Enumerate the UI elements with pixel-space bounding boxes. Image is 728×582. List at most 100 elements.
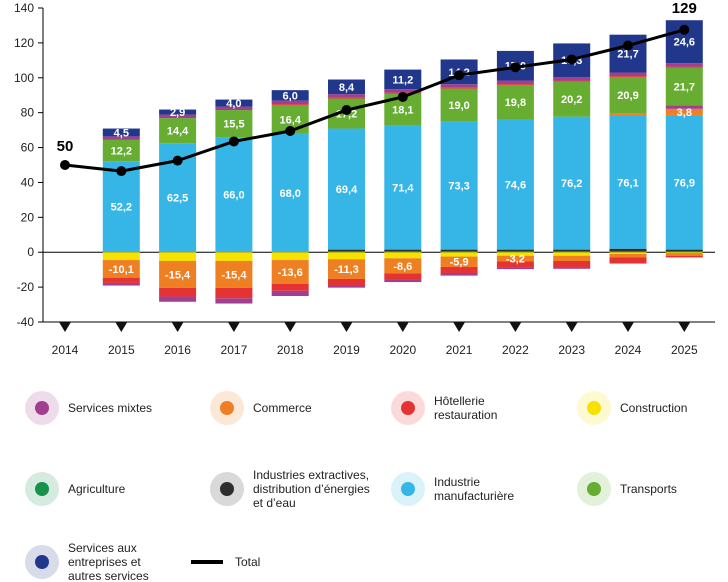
y-tick-label: 60 (21, 141, 35, 155)
bar-segment-transports (102, 139, 140, 162)
bar-segment-mixtes (665, 105, 703, 109)
bar-label-transports: 18,1 (392, 104, 413, 116)
bar-segment-extractives (440, 249, 478, 252)
bar-segment-neg-construction (609, 252, 647, 254)
bar-segment-manufacturing (215, 137, 253, 253)
bar-segment-services (102, 128, 140, 137)
bar-segment-manufacturing (609, 115, 647, 249)
legend-label: restauration (434, 408, 497, 422)
legend-label: manufacturière (434, 489, 514, 503)
total-point (116, 166, 127, 177)
bar-label-manufacturing: 52,2 (111, 202, 132, 214)
bar-segment-neg-commerce (328, 259, 365, 279)
legend-item-construction: Construction (577, 391, 687, 425)
bar-label-manufacturing: 76,1 (617, 177, 638, 189)
bar-segment-neg-mixtes (159, 296, 197, 302)
bar-segment-neg-hotels (102, 277, 140, 283)
bar-segment-transports (440, 88, 478, 122)
bar-label-services: 8,4 (339, 82, 355, 94)
bar-segment-extractives (609, 248, 647, 252)
bar-segment-agriculture (665, 251, 703, 253)
legend-item-extractives: Industries extractives,distribution d’én… (210, 468, 370, 510)
x-tick-label: 2014 (52, 343, 79, 357)
bar-segment-hotels (496, 84, 534, 85)
bar-label-neg-commerce: -15,4 (221, 269, 247, 281)
bar-segment-neg-hotels (384, 273, 422, 280)
legend-label: et d’eau (253, 496, 296, 510)
legend-swatch-dot (587, 482, 601, 496)
bar-segment-neg-mixtes (553, 267, 591, 269)
x-tick-label: 2018 (277, 343, 304, 357)
bar-segment-agriculture (609, 251, 647, 253)
bar-segment-neg-construction (102, 252, 140, 261)
total-point (679, 24, 690, 35)
bar-segment-neg-hotels (328, 278, 365, 286)
x-tick-label: 2023 (558, 343, 585, 357)
x-tick-marker (227, 322, 240, 332)
y-tick-label: -20 (17, 280, 35, 294)
bar-segment-neg-construction (440, 252, 478, 257)
legend-label: Total (235, 555, 260, 569)
bar-segment-neg-hotels (665, 255, 703, 258)
bar-segment-neg-construction (271, 252, 309, 261)
bar-labels-layer: 52,2 12,2 4,5 -10,1 62,5 14,4 2,9 -15,4 66,0 15,5… (109, 37, 695, 282)
x-tick-label: 2017 (221, 343, 248, 357)
y-tick-label: 40 (21, 175, 35, 189)
bar-label-manufacturing: 68,0 (279, 188, 300, 200)
legend-swatch-dot (220, 401, 234, 415)
legend-label: Industries extractives, (253, 468, 369, 482)
total-point (510, 62, 521, 73)
bar-segment-neg-commerce (553, 255, 591, 261)
legend-label: Agriculture (68, 482, 126, 496)
bar-label-transports: 12,2 (111, 146, 132, 158)
bar-segment-neg-hotels (271, 283, 309, 291)
x-tick-marker (453, 322, 466, 332)
bar-segment-hotels (440, 87, 478, 89)
bar-segment-extractives (384, 249, 422, 252)
x-tick-marker (59, 322, 71, 332)
bar-label-manufacturing: 74,6 (505, 180, 526, 192)
bar-segment-agriculture (553, 251, 591, 253)
bar-segment-extractives (665, 249, 703, 252)
bar-segment-manufacturing (271, 133, 309, 253)
legend-swatch-dot (35, 401, 49, 415)
legend-label: Services aux (68, 541, 137, 555)
x-tick-label: 2022 (502, 343, 529, 357)
bar-segment-agriculture (384, 251, 422, 253)
bar-label-neg-commerce: -5,9 (450, 257, 469, 269)
legend-swatch-dot (401, 401, 415, 415)
legend-swatch-dot (401, 482, 415, 496)
bar-segment-neg-commerce (496, 255, 534, 262)
legend-swatch-dot (35, 482, 49, 496)
bar-segment-mixtes (665, 63, 703, 67)
y-tick-label: 20 (21, 210, 35, 224)
total-line (64, 28, 685, 173)
bar-segment-mixtes (609, 72, 647, 77)
bar-segment-manufacturing (553, 116, 591, 250)
y-tick-label: 120 (14, 36, 34, 50)
legend-label: Transports (620, 482, 677, 496)
bar-segment-manufacturing (328, 128, 365, 250)
total-point (285, 125, 296, 136)
bar-segment-transports (215, 110, 253, 138)
bar-segment-neg-commerce (609, 253, 647, 258)
bar-label-manufacturing: 69,4 (336, 184, 358, 196)
total-point (397, 91, 408, 102)
legend-label: Industrie (434, 475, 480, 489)
bar-label-transports: 20,2 (561, 94, 582, 106)
axis-layer: 140 120 100 80 60 40 20 0 -20 -40 2014 2015 2016 2017… (14, 1, 715, 357)
x-tick-label: 2015 (108, 343, 135, 357)
legend-item-mixtes: Services mixtes (25, 391, 152, 425)
bar-label-manufacturing: 76,9 (674, 178, 695, 190)
bar-segment-neg-construction (553, 252, 591, 256)
legend-label: Services mixtes (68, 401, 152, 415)
bar-segment-mixtes (102, 136, 140, 140)
bar-label-neg-commerce: -11,3 (334, 264, 358, 276)
bar-label-services: 4,0 (226, 98, 241, 110)
bar-segment-neg-commerce (102, 260, 140, 278)
bar-label-services: 6,0 (283, 90, 298, 102)
bar-segment-hotels (665, 66, 703, 68)
bar-label-transports: 20,9 (617, 90, 638, 102)
